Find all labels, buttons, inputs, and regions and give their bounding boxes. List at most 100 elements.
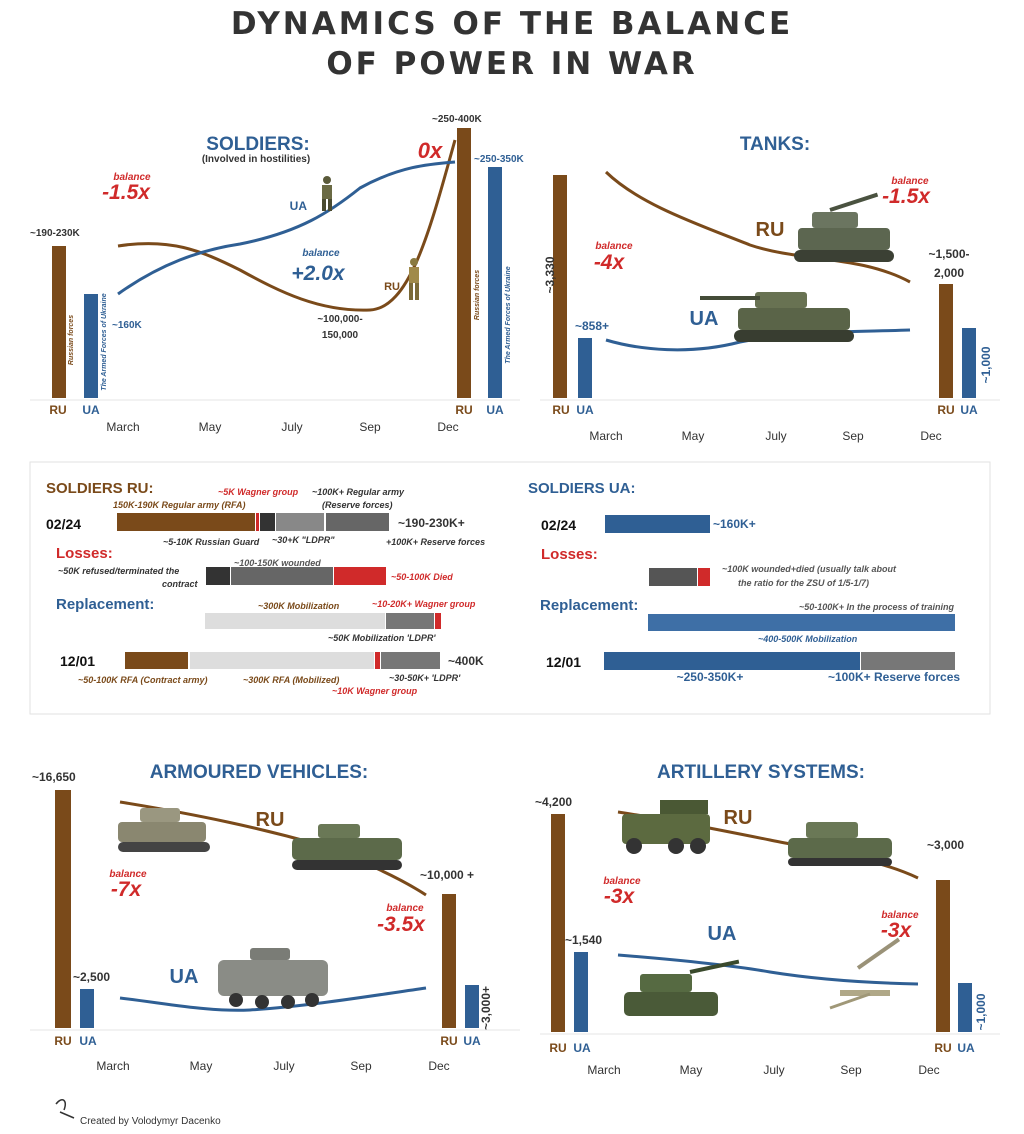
ua-training-label: ~50-100K+ In the process of training — [799, 602, 955, 612]
ru-mobilized-label: ~300K RFA (Mobilized) — [243, 675, 339, 685]
breakdown-box — [29, 461, 991, 715]
artillery-month-0: March — [587, 1063, 620, 1077]
ru-bar-wounded — [231, 567, 333, 585]
soldiers-ru-start-tag: RU — [49, 403, 66, 417]
tanks-ru-start-tag: RU — [552, 403, 569, 417]
armoured-ua-start-tag: UA — [79, 1034, 97, 1048]
soldiers-ua-end-value: ~250-350K — [474, 154, 525, 165]
armoured-ru-end-tag: RU — [440, 1034, 457, 1048]
tanks-ua-end-value: ~1,000 — [979, 346, 993, 383]
tanks-ru-end-bar — [939, 284, 953, 398]
armoured-panel: ARMOURED VEHICLES: ~16,650 ~2,500 ~10,00… — [30, 762, 520, 1073]
armoured-balance-word-1: balance — [109, 869, 147, 880]
ua-bar-wounded — [649, 568, 697, 586]
armoured-ua-tag: UA — [170, 966, 199, 988]
artillery-ru-end-value: ~3,000 — [927, 838, 964, 852]
ua-losses-label: Losses: — [541, 546, 598, 563]
artillery-ru-end-tag: RU — [934, 1041, 951, 1055]
soldiers-balance-2: +2.0x — [291, 262, 345, 285]
armoured-ru-end-value: ~10,000 + — [420, 868, 474, 882]
tanks-balance-1: -4x — [594, 251, 626, 274]
ru-bar-guard — [260, 513, 275, 531]
ru-mob-label: ~300K Mobilization — [258, 601, 340, 611]
soldiers-ru-end-tag: RU — [455, 403, 472, 417]
ru-guard-label: ~5-10K Russian Guard — [163, 537, 260, 547]
artillery-month-3: Sep — [840, 1063, 862, 1077]
ru-losses-label: Losses: — [56, 545, 113, 562]
ru-wagner5: ~5K Wagner group — [218, 487, 299, 497]
tanks-balance-word-1: balance — [595, 241, 633, 252]
ua-bar-reserve — [861, 652, 955, 670]
tanks-ru-end-tag: RU — [937, 403, 954, 417]
armoured-ua-end-value: ~3,000+ — [479, 986, 493, 1030]
artillery-ru-start-bar — [551, 814, 565, 1032]
title-line1: DYNAMICS OF THE BALANCE — [231, 6, 793, 42]
armoured-month-3: Sep — [350, 1059, 372, 1073]
armoured-balance-2: -3.5x — [377, 913, 426, 936]
armoured-month-4: Dec — [428, 1059, 449, 1073]
armoured-ua-end-tag: UA — [463, 1034, 481, 1048]
ua-tank-icon — [700, 292, 854, 342]
tanks-balance-word-2: balance — [891, 176, 929, 187]
tanks-ru-tag: RU — [756, 219, 785, 241]
artillery-ua-line — [617, 953, 919, 986]
artillery-balance-1: -3x — [604, 885, 636, 908]
ru-ldpr30-label: ~30+K "LDPR" — [272, 535, 335, 545]
ua-bar-died — [698, 568, 710, 586]
artillery-ua-end-value: ~1,000 — [974, 993, 988, 1030]
soldiers-ua-bar-label: The Armed Forces of Ukraine — [101, 293, 108, 390]
artillery-balance-2: -3x — [881, 919, 913, 942]
credit-text: Created by Volodymyr Dacenko — [80, 1116, 221, 1127]
tanks-ua-start-bar — [578, 338, 592, 398]
ru-bar-wagner-final — [375, 652, 380, 669]
ru-bar-died — [334, 567, 386, 585]
armoured-balance-1: -7x — [111, 878, 143, 901]
soldiers-ua-start-value: ~160K — [112, 320, 143, 331]
ru-bar-contract — [125, 652, 188, 669]
soldiers-ua-start-tag: UA — [82, 403, 100, 417]
ua-date-1: 02/24 — [541, 517, 576, 533]
ru-bar-ldpr — [276, 513, 324, 531]
ru-bar-mobilization — [205, 613, 385, 629]
ua-reserve-value: ~100K+ Reserve forces — [828, 670, 960, 684]
ua-bar-mobilization — [648, 614, 955, 631]
artillery-balance-word-1: balance — [603, 876, 641, 887]
ru-replacement-label: Replacement: — [56, 596, 154, 613]
armoured-balance-word-2: balance — [386, 903, 424, 914]
tanks-ua-start-value: ~858+ — [575, 319, 609, 333]
armoured-ru-start-tag: RU — [54, 1034, 71, 1048]
soldiers-mid-value-1: ~100,000- — [317, 314, 362, 325]
soldiers-ru-start-bar — [52, 246, 66, 398]
soldiers-ua-end-tag: UA — [486, 403, 504, 417]
ru-reserve-plus: +100K+ Reserve forces — [386, 537, 485, 547]
tanks-ru-start-value: ~3,330 — [543, 256, 557, 293]
soldiers-ru-end-bar — [457, 128, 471, 398]
soldiers-balance-1: -1.5x — [102, 181, 151, 204]
tanks-ua-tag: UA — [690, 308, 719, 330]
ua-bar-final — [604, 652, 860, 670]
ru-bar-regular — [117, 513, 255, 531]
breakdown-ua: SOLDIERS UA: 02/24 ~160K+ Losses: ~100K … — [528, 480, 960, 684]
tanks-ua-end-bar — [962, 328, 976, 398]
soldiers-ru-start-value: ~190-230K — [30, 228, 81, 239]
ru-bmp-icon — [292, 824, 402, 870]
tanks-balance-2: -1.5x — [882, 185, 931, 208]
tanks-ru-line — [604, 170, 911, 284]
ru-reserve-2: (Reserve forces) — [322, 500, 393, 510]
ua-bar-start — [605, 515, 710, 533]
soldiers-month-0: March — [106, 420, 139, 434]
ua-soldier-icon — [322, 176, 332, 211]
ru-total-2: ~400K — [448, 654, 484, 668]
ru-ldpr3050-label: ~30-50K+ 'LDPR' — [389, 673, 461, 683]
tanks-month-4: Dec — [920, 429, 941, 443]
ru-soldier-icon — [409, 258, 419, 300]
breakdown-ru: SOLDIERS RU: ~5K Wagner group ~100K+ Reg… — [46, 480, 485, 696]
ru-date-1: 02/24 — [46, 516, 81, 532]
ua-replacement-label: Replacement: — [540, 597, 638, 614]
ru-bar-mobilized — [190, 652, 374, 669]
artillery-ua-end-tag: UA — [957, 1041, 975, 1055]
soldiers-balance-word-1: balance — [113, 172, 151, 183]
artillery-ru-end-bar — [936, 880, 950, 1032]
soldiers-ua-start-bar — [84, 294, 98, 398]
tanks-ua-start-tag: UA — [576, 403, 594, 417]
